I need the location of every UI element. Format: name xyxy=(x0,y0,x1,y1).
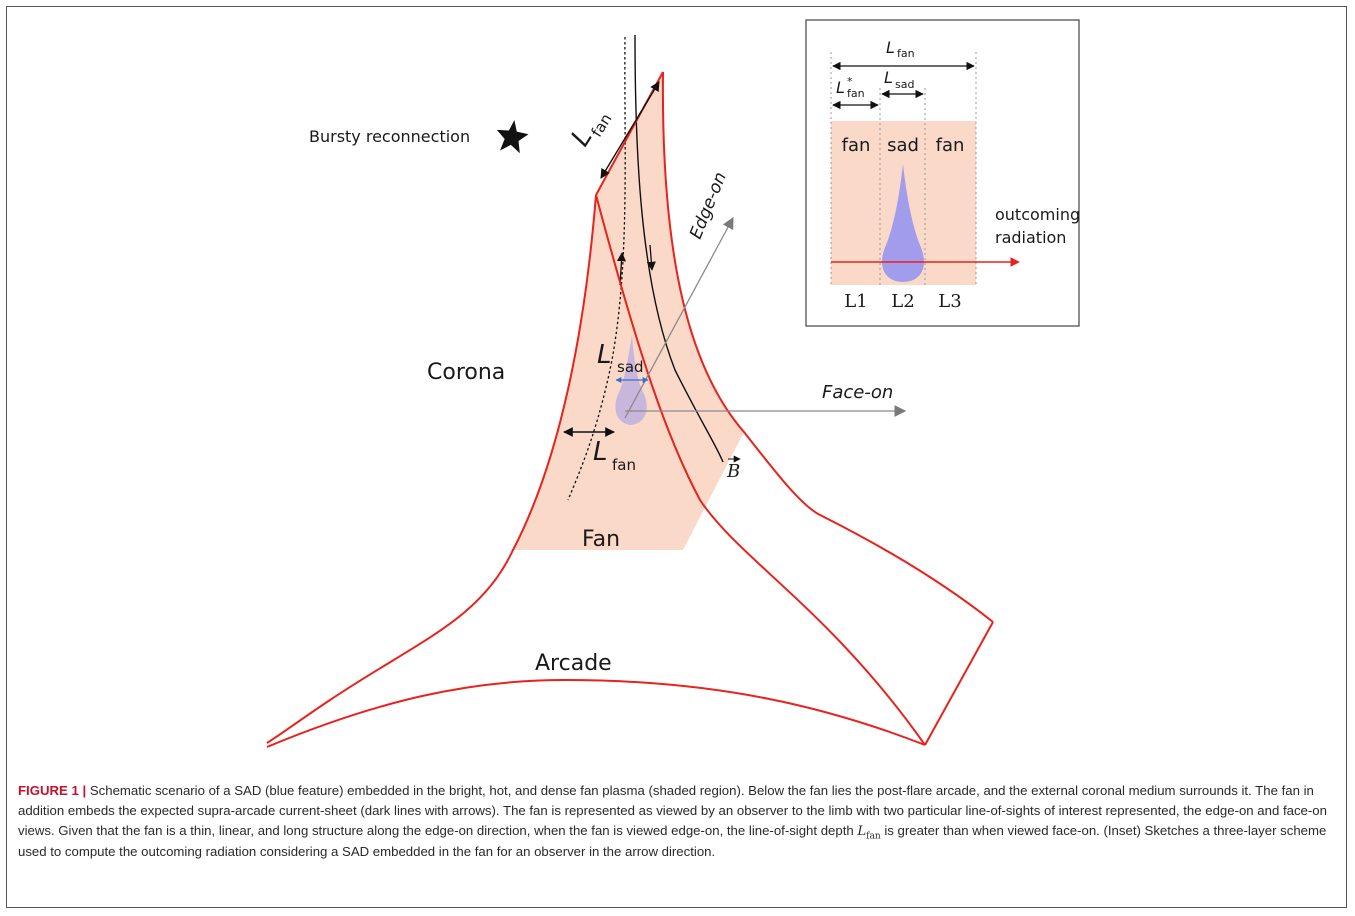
star-icon xyxy=(496,120,529,154)
inset-radiation-label-1: outcoming xyxy=(995,205,1080,224)
inset-l-fan-sub: fan xyxy=(897,47,915,60)
figure-diagram: L fan Bursty reconnection Edge-on Face-o… xyxy=(266,19,1080,748)
inset-col-fan-left: fan xyxy=(842,135,871,156)
inset-layer-l3: L3 xyxy=(938,291,961,312)
figure-label: FIGURE 1 xyxy=(18,783,79,798)
inset-panel: L fan L * fan L sad fan sad fan outcomin… xyxy=(805,19,1080,327)
figure-caption: FIGURE 1 | Schematic scenario of a SAD (… xyxy=(18,781,1336,862)
current-sheet-line-dotted xyxy=(567,36,626,501)
edge-on-arrow xyxy=(624,216,734,419)
inset-radiation-label-2: radiation xyxy=(995,228,1066,247)
inset-col-sad: sad xyxy=(887,135,919,156)
inset-l-fan-star-label: L xyxy=(836,78,845,97)
caption-text-2: is greater than when viewed face-on. (In… xyxy=(18,823,1327,859)
current-sheet-arrow-down xyxy=(646,244,656,271)
inset-col-fan-right: fan xyxy=(936,135,965,156)
edge-on-label: Edge-on xyxy=(686,169,731,241)
inset-layer-l1: L1 xyxy=(844,291,867,312)
caption-symbol: L xyxy=(857,824,867,839)
inset-l-fan-star-sub: fan xyxy=(847,87,865,100)
arcade-label: Arcade xyxy=(535,651,612,676)
inset-l-fan-star-sup: * xyxy=(847,75,853,88)
l-fan-mid-sub: fan xyxy=(612,456,636,474)
inset-l-sad-sub: sad xyxy=(895,78,914,91)
fan-boundaries xyxy=(266,71,994,748)
bursty-reconnection-label: Bursty reconnection xyxy=(309,127,470,146)
caption-symbol-sub: fan xyxy=(866,831,881,842)
fan-label: Fan xyxy=(582,527,620,552)
inset-l-fan-label: L xyxy=(886,38,895,57)
inset-layer-l2: L2 xyxy=(891,291,914,312)
inset-l-sad-label: L xyxy=(884,68,893,87)
b-field-label: B xyxy=(726,461,740,482)
face-on-label: Face-on xyxy=(822,382,893,403)
figure-label-separator: | xyxy=(78,783,90,798)
l-fan-top-arrow xyxy=(600,81,660,179)
figure-frame xyxy=(6,6,1347,908)
l-fan-mid-label: L xyxy=(593,437,608,467)
caption-text-1: Schematic scenario of a SAD (blue featur… xyxy=(18,783,1327,838)
inset-sad-blob xyxy=(882,164,924,282)
corona-label: Corona xyxy=(427,360,505,385)
l-sad-label: L xyxy=(597,340,612,370)
l-sad-sub: sad xyxy=(617,358,644,376)
